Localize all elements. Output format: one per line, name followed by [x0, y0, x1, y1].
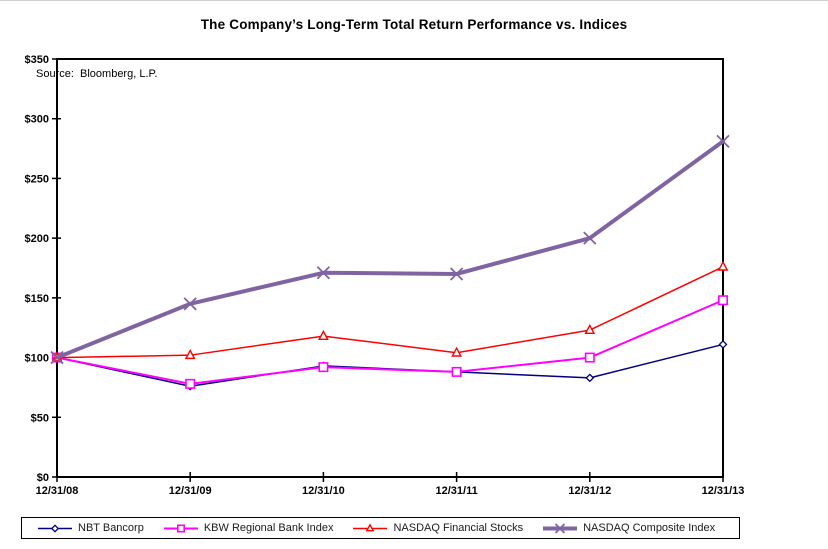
- y-axis-label: $100: [25, 353, 49, 365]
- legend-label: KBW Regional Bank Index: [203, 522, 334, 534]
- series-line-nasdaq-composite-index: [55, 139, 725, 360]
- legend-swatch-triangle-icon: [353, 522, 388, 531]
- x-axis-label: 12/31/13: [702, 485, 745, 497]
- data-point-marker-diamond: [50, 523, 60, 533]
- series-kbw-regional-bank-index: [51, 295, 728, 389]
- legend-swatch-square-icon: [163, 523, 198, 533]
- data-point-marker-x: [449, 267, 464, 281]
- source-note: Source: Bloomberg, L.P.: [36, 68, 158, 80]
- legend-label: NBT Bancorp: [78, 522, 144, 534]
- data-point-marker-diamond: [585, 373, 595, 383]
- x-axis-label: 12/31/12: [568, 485, 611, 497]
- data-point-marker-triangle: [318, 329, 329, 340]
- legend-item-nasdaq-composite-index: NASDAQ Composite Index: [543, 522, 715, 535]
- data-point-marker-square: [717, 295, 728, 306]
- y-axis-label: $50: [31, 412, 49, 424]
- x-axis-label: 12/31/11: [435, 485, 477, 497]
- data-point-marker-x: [50, 350, 64, 365]
- y-axis-label: $350: [25, 54, 49, 66]
- y-axis-label: $250: [25, 173, 49, 185]
- legend-item-nasdaq-financial-stocks: NASDAQ Financial Stocks: [353, 522, 523, 535]
- y-axis-label: $200: [25, 233, 49, 245]
- data-point-marker-x: [583, 231, 597, 245]
- data-point-marker-triangle: [717, 260, 729, 271]
- y-axis-label: $0: [37, 472, 49, 484]
- data-point-marker-triangle: [451, 346, 462, 357]
- data-point-marker-triangle: [184, 348, 196, 360]
- y-axis-label: $150: [25, 293, 49, 305]
- legend-swatch-x-icon: [543, 522, 578, 534]
- x-axis-label: 12/31/09: [169, 485, 212, 497]
- series-nbt-bancorp: [52, 340, 728, 391]
- legend-label: NASDAQ Composite Index: [583, 522, 716, 534]
- x-axis-label: 12/31/10: [302, 485, 345, 497]
- data-point-marker-square: [176, 523, 185, 533]
- legend: NBT Bancorp KBW Regional Bank Index NASDAQ…: [21, 517, 740, 539]
- legend-swatch-diamond-icon: [38, 523, 72, 533]
- data-point-marker-x: [716, 134, 730, 149]
- data-point-marker-diamond: [718, 340, 728, 349]
- plot-border: [56, 58, 724, 478]
- data-point-marker-triangle: [584, 323, 596, 335]
- legend-item-kbw-regional-bank-index: KBW Regional Bank Index: [163, 522, 334, 535]
- data-point-marker-x: [316, 266, 331, 280]
- data-point-marker-triangle: [366, 522, 375, 531]
- legend-label: NASDAQ Financial Stocks: [393, 522, 524, 534]
- x-axis-label: 12/31/08: [36, 485, 79, 497]
- series-line-nasdaq-financial-stocks: [56, 266, 724, 359]
- data-point-marker-square: [584, 352, 595, 363]
- data-point-marker-square: [318, 362, 329, 373]
- chart-title: The Company’s Long-Term Total Return Per…: [200, 17, 628, 32]
- data-point-marker-x: [183, 297, 197, 311]
- series-line-kbw-regional-bank-index: [56, 299, 724, 385]
- data-point-marker-square: [451, 366, 462, 377]
- legend-item-nbt-bancorp: NBT Bancorp: [38, 522, 144, 535]
- y-axis-label: $300: [25, 114, 49, 126]
- series-nasdaq-financial-stocks: [51, 260, 729, 362]
- data-point-marker-square: [185, 378, 196, 389]
- series-nasdaq-composite-index: [50, 134, 730, 365]
- series-line-nbt-bancorp: [56, 343, 724, 387]
- data-point-marker-x: [554, 522, 566, 534]
